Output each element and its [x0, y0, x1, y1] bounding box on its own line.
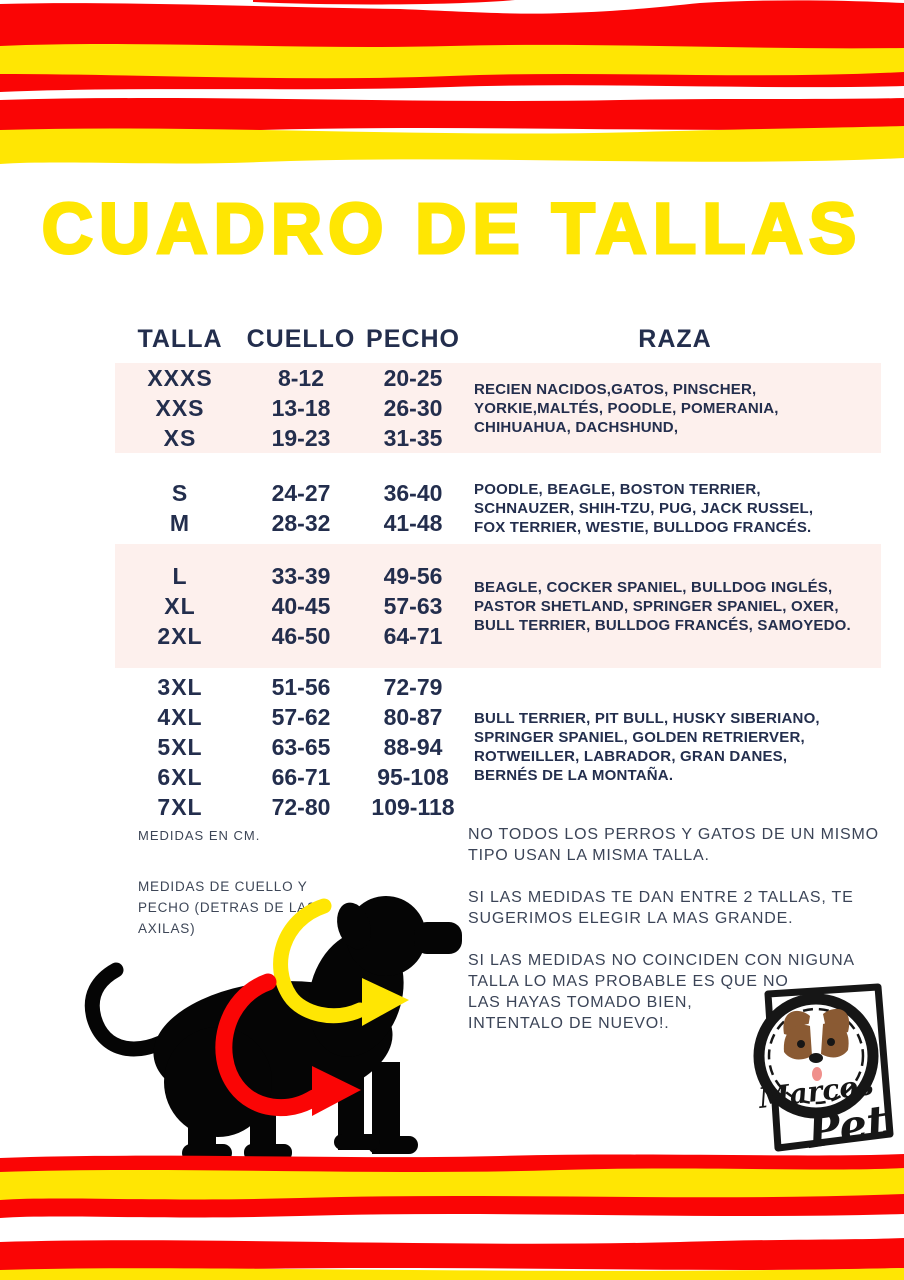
- table-header: TALLA CUELLO PECHO RAZA: [115, 322, 881, 356]
- pecho-value: 31-35: [383, 425, 443, 451]
- raza-cell: RECIEN NACIDOS,GATOS, PINSCHER, YORKIE,M…: [474, 380, 779, 436]
- note-measure-hint: MEDIDAS DE CUELLO Y PECHO (DETRAS DE LAS…: [138, 879, 317, 936]
- neck-measure-arrow-icon: [273, 898, 409, 1026]
- cuello-value: 40-45: [271, 593, 331, 619]
- cuello-value: 19-23: [271, 425, 331, 451]
- size-label: XXXS: [147, 365, 213, 391]
- size-label: XXS: [155, 395, 205, 421]
- talla-column: XXXS XXS XS: [115, 363, 245, 453]
- top-stripes-graphic: [0, 0, 904, 164]
- column-header-raza: RAZA: [638, 325, 712, 353]
- bottom-stripes-graphic: [0, 1154, 904, 1280]
- pecho-value: 80-87: [383, 704, 443, 730]
- talla-column: 3XL 4XL 5XL 6XL 7XL: [115, 672, 245, 822]
- cuello-value: 8-12: [277, 365, 325, 391]
- size-group-l-2xl: L XL 2XL 33-39 40-45 46-50 49-56 57-63 6…: [115, 544, 881, 668]
- logo-text-line2: Pet: [802, 1096, 891, 1159]
- size-label: 6XL: [157, 764, 203, 790]
- pecho-value: 57-63: [383, 593, 443, 619]
- pecho-value: 41-48: [383, 510, 443, 536]
- size-label: M: [169, 510, 191, 536]
- brand-logo: Marcos Pet: [753, 983, 894, 1159]
- cuello-value: 72-80: [271, 794, 331, 820]
- raza-cell: BULL TERRIER, PIT BULL, HUSKY SIBERIANO,…: [474, 710, 820, 784]
- cuello-value: 57-62: [271, 704, 331, 730]
- advice-note: SI LAS MEDIDAS TE DAN ENTRE 2 TALLAS, TE…: [468, 889, 854, 927]
- size-table: TALLA CUELLO PECHO RAZA XXXS XXS XS 8-12…: [115, 322, 881, 822]
- cuello-value: 66-71: [271, 764, 331, 790]
- cuello-value: 13-18: [271, 395, 331, 421]
- pecho-value: 49-56: [383, 563, 443, 589]
- cuello-value: 63-65: [271, 734, 331, 760]
- size-group-3xl-7xl: 3XL 4XL 5XL 6XL 7XL 51-56 57-62 63-65 66…: [115, 672, 881, 822]
- cuello-value: 46-50: [271, 623, 331, 649]
- dog-tail: [84, 962, 182, 1057]
- column-header-pecho: PECHO: [366, 325, 460, 353]
- chest-measure-arrow-icon: [215, 973, 361, 1117]
- size-label: XL: [164, 593, 196, 619]
- size-label: 4XL: [157, 704, 203, 730]
- raza-cell: POODLE, BEAGLE, BOSTON TERRIER, SCHNAUZE…: [474, 480, 814, 536]
- note-units: MEDIDAS EN CM.: [138, 828, 261, 843]
- logo-dog-face-icon: [782, 1008, 850, 1085]
- pecho-value: 109-118: [371, 794, 455, 820]
- size-label: 5XL: [157, 734, 203, 760]
- talla-column: L XL 2XL: [115, 561, 245, 651]
- advice-note: NO TODOS LOS PERROS Y GATOS DE UN MISMO …: [468, 826, 879, 864]
- cuello-column: 51-56 57-62 63-65 66-71 72-80: [245, 672, 357, 822]
- pecho-value: 36-40: [383, 480, 443, 506]
- dog-silhouette-graphic: [84, 896, 462, 1162]
- dog-silhouette: [84, 896, 462, 1162]
- column-header-talla: TALLA: [137, 325, 223, 353]
- page-title: CUADRO DE TALLAS: [40, 189, 863, 271]
- raza-cell: BEAGLE, COCKER SPANIEL, BULLDOG INGLÉS, …: [474, 578, 851, 634]
- pecho-value: 26-30: [383, 395, 443, 421]
- cuello-value: 51-56: [271, 674, 331, 700]
- talla-column: S M: [115, 478, 245, 538]
- column-header-cuello: CUELLO: [246, 325, 356, 353]
- pecho-value: 88-94: [383, 734, 443, 760]
- cuello-value: 33-39: [271, 563, 331, 589]
- pecho-column: 20-25 26-30 31-35: [357, 363, 469, 453]
- pecho-column: 72-79 80-87 88-94 95-108 109-118: [357, 672, 469, 822]
- cuello-column: 33-39 40-45 46-50: [245, 561, 357, 651]
- size-label: L: [172, 563, 188, 589]
- cuello-value: 24-27: [271, 480, 331, 506]
- size-label: S: [171, 480, 189, 506]
- size-label: 2XL: [157, 623, 203, 649]
- pecho-value: 72-79: [383, 674, 443, 700]
- size-label: 7XL: [157, 794, 203, 820]
- pecho-value: 95-108: [377, 764, 449, 790]
- pecho-column: 36-40 41-48: [357, 478, 469, 538]
- cuello-column: 24-27 28-32: [245, 478, 357, 538]
- size-label: XS: [163, 425, 197, 451]
- pecho-column: 49-56 57-63 64-71: [357, 561, 469, 651]
- advice-note: SI LAS MEDIDAS NO COINCIDEN CON NIGUNA T…: [468, 952, 855, 1032]
- size-group-s-m: S M 24-27 28-32 36-40 41-48 POODLE, BEAG…: [115, 472, 881, 544]
- cuello-value: 28-32: [271, 510, 331, 536]
- size-label: 3XL: [157, 674, 203, 700]
- cuello-column: 8-12 13-18 19-23: [245, 363, 357, 453]
- pecho-value: 20-25: [383, 365, 443, 391]
- pecho-value: 64-71: [383, 623, 443, 649]
- advice-notes: NO TODOS LOS PERROS Y GATOS DE UN MISMO …: [468, 824, 892, 1055]
- size-group-xxxs-xs: XXXS XXS XS 8-12 13-18 19-23 20-25 26-30…: [115, 363, 881, 453]
